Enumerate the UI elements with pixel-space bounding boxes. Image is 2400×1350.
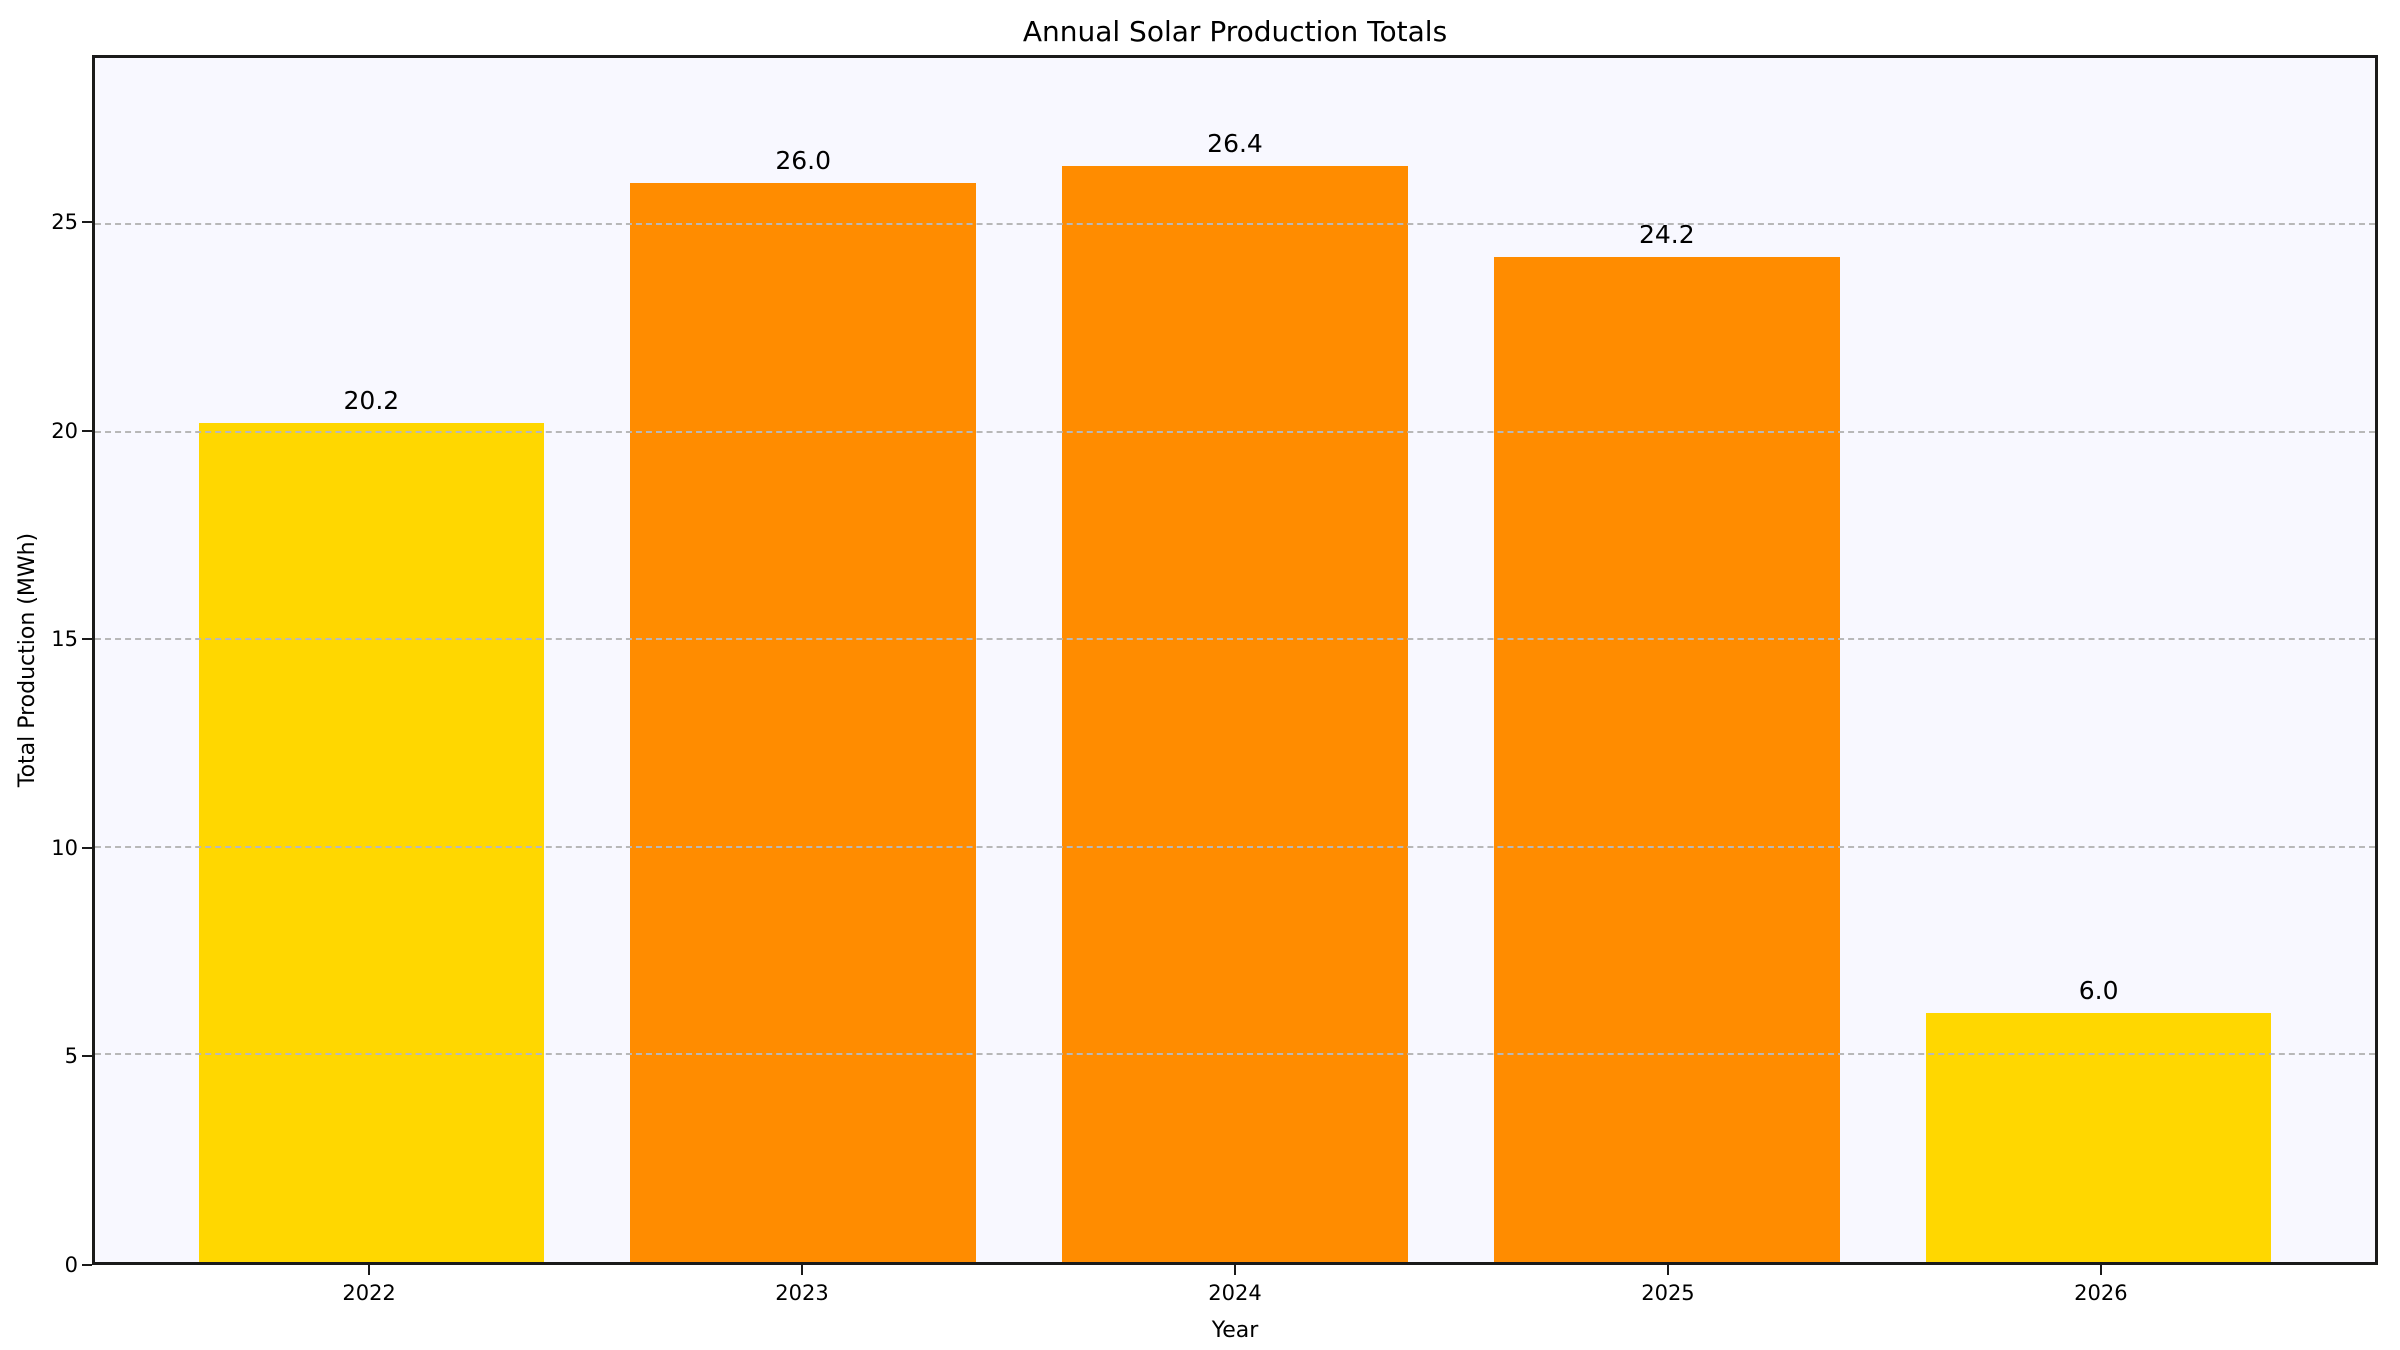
- gridline-y-15: [95, 638, 2375, 641]
- x-tick-label-2022: 2022: [342, 1281, 396, 1305]
- gridline-y-10: [95, 845, 2375, 848]
- bar-2022: [198, 423, 545, 1262]
- bar-value-label-2023: 26.0: [775, 145, 832, 175]
- bar-value-label-2022: 20.2: [343, 386, 400, 416]
- x-tick-label-2026: 2026: [2074, 1281, 2128, 1305]
- bar-value-label-2026: 6.0: [2078, 975, 2119, 1005]
- x-tick-label-2025: 2025: [1641, 1281, 1695, 1305]
- x-tick-mark-2026: [2099, 1265, 2102, 1275]
- x-tick-label-2024: 2024: [1208, 1281, 1262, 1305]
- y-tick-label-25: 25: [51, 209, 78, 234]
- y-tick-mark-20: [82, 429, 92, 432]
- y-tick-label-0: 0: [64, 1253, 78, 1277]
- bar-2026: [1925, 1012, 2272, 1262]
- y-tick-label-15: 15: [51, 627, 78, 652]
- x-axis-label: Year: [1211, 1318, 1259, 1343]
- plot-area: 20.2 26.0 26.4 24.2 6.0: [92, 55, 2378, 1265]
- y-tick-label-5: 5: [64, 1044, 78, 1069]
- bar-value-label-2025: 24.2: [1638, 220, 1695, 250]
- x-tick-label-2023: 2023: [775, 1281, 829, 1305]
- y-axis-label: Total Production (MWh): [15, 532, 40, 788]
- bar-2023: [630, 182, 976, 1262]
- gridline-y-5: [95, 1053, 2375, 1056]
- gridline-y-25: [95, 223, 2375, 226]
- x-tick-mark-2023: [801, 1265, 804, 1275]
- y-tick-mark-25: [82, 220, 92, 223]
- x-tick-mark-2024: [1234, 1265, 1236, 1275]
- y-tick-mark-15: [82, 638, 92, 641]
- bar-value-label-2024: 26.4: [1207, 128, 1263, 158]
- gridline-y-20: [95, 430, 2375, 433]
- y-tick-mark-10: [82, 846, 92, 849]
- bar-2024: [1062, 165, 1408, 1262]
- x-tick-mark-2022: [368, 1265, 371, 1275]
- y-tick-mark-5: [82, 1055, 92, 1058]
- y-tick-mark-0: [82, 1264, 92, 1266]
- chart-title: Annual Solar Production Totals: [1022, 15, 1448, 48]
- x-tick-mark-2025: [1666, 1265, 1669, 1275]
- y-tick-label-20: 20: [51, 418, 78, 443]
- y-tick-label-10: 10: [51, 835, 78, 860]
- bar-2025: [1494, 257, 1840, 1262]
